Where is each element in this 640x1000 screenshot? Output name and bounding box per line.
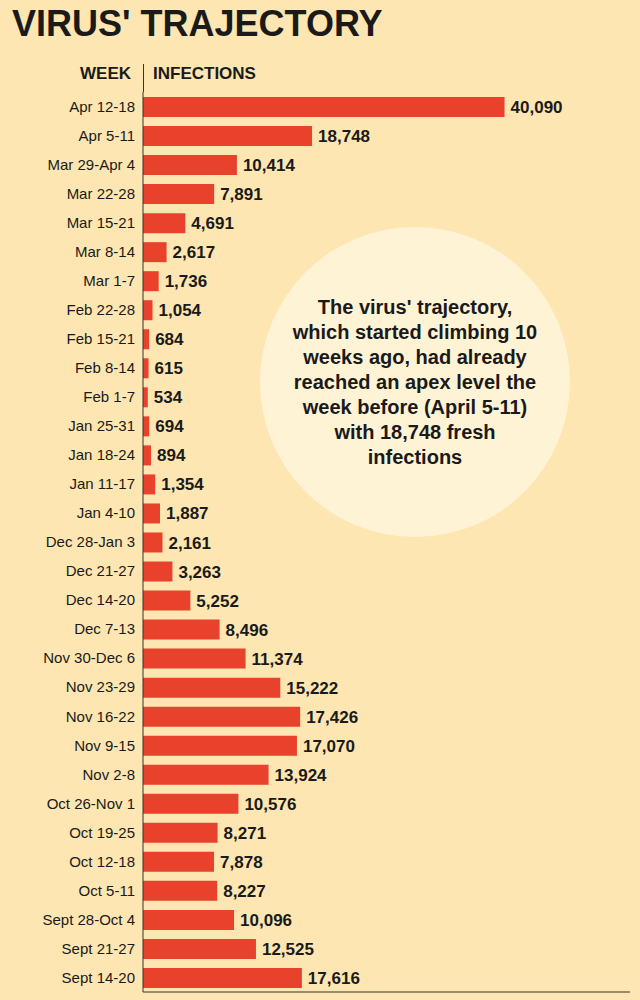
svg-text:694: 694: [155, 417, 184, 436]
svg-text:5,252: 5,252: [196, 592, 239, 611]
svg-text:17,070: 17,070: [303, 737, 355, 756]
svg-text:Feb 8-14: Feb 8-14: [75, 359, 135, 376]
svg-text:1,887: 1,887: [166, 504, 209, 523]
svg-text:17,426: 17,426: [306, 708, 358, 727]
svg-text:2,161: 2,161: [168, 534, 211, 553]
svg-text:Dec 7-13: Dec 7-13: [74, 620, 135, 637]
svg-text:10,414: 10,414: [243, 156, 296, 175]
svg-text:Apr 12-18: Apr 12-18: [69, 98, 135, 115]
svg-text:Nov 30-Dec 6: Nov 30-Dec 6: [43, 649, 135, 666]
svg-text:17,616: 17,616: [308, 969, 360, 988]
svg-text:Oct 5-11: Oct 5-11: [79, 882, 135, 899]
svg-text:40,090: 40,090: [511, 98, 563, 117]
svg-text:10,096: 10,096: [240, 911, 292, 930]
svg-text:7,878: 7,878: [220, 853, 263, 872]
svg-text:Sept 28-Oct 4: Sept 28-Oct 4: [42, 911, 135, 928]
svg-text:Nov 16-22: Nov 16-22: [66, 708, 135, 725]
svg-text:11,374: 11,374: [252, 650, 304, 669]
svg-text:Dec 21-27: Dec 21-27: [66, 562, 135, 579]
svg-text:12,525: 12,525: [262, 940, 314, 959]
svg-text:Nov 2-8: Nov 2-8: [82, 766, 135, 783]
svg-text:Oct 12-18: Oct 12-18: [69, 853, 135, 870]
svg-text:13,924: 13,924: [275, 766, 328, 785]
svg-text:Nov 9-15: Nov 9-15: [74, 737, 135, 754]
svg-text:Feb 1-7: Feb 1-7: [83, 388, 135, 405]
svg-text:4,691: 4,691: [191, 214, 234, 233]
svg-text:Mar 8-14: Mar 8-14: [75, 243, 135, 260]
svg-text:Oct 26-Nov 1: Oct 26-Nov 1: [47, 795, 135, 812]
svg-text:Dec 14-20: Dec 14-20: [66, 591, 135, 608]
svg-text:Feb 15-21: Feb 15-21: [67, 330, 135, 347]
svg-text:Jan 18-24: Jan 18-24: [68, 446, 135, 463]
svg-text:Mar 15-21: Mar 15-21: [67, 214, 135, 231]
html-text:The virus' trajectory, which s: The virus' trajectory, which started cli…: [292, 295, 538, 468]
svg-text:534: 534: [154, 388, 183, 407]
svg-text:Mar 22-28: Mar 22-28: [67, 185, 135, 202]
svg-text:1,736: 1,736: [165, 272, 208, 291]
svg-text:894: 894: [157, 446, 186, 465]
svg-text:684: 684: [155, 330, 184, 349]
svg-text:Sept 21-27: Sept 21-27: [62, 940, 135, 957]
svg-text:2,617: 2,617: [173, 243, 216, 262]
html-text:WEEK: WEEK: [80, 64, 131, 83]
svg-text:Feb 22-28: Feb 22-28: [67, 301, 135, 318]
svg-text:18,748: 18,748: [318, 127, 370, 146]
html-text:VIRUS' TRAJECTORY: VIRUS' TRAJECTORY: [12, 3, 383, 44]
svg-text:615: 615: [155, 359, 183, 378]
svg-text:8,496: 8,496: [226, 621, 269, 640]
svg-text:Mar 1-7: Mar 1-7: [83, 272, 135, 289]
svg-text:Jan 4-10: Jan 4-10: [77, 504, 135, 521]
html-text:INFECTIONS: INFECTIONS: [153, 64, 256, 83]
svg-text:Dec 28-Jan 3: Dec 28-Jan 3: [46, 533, 135, 550]
svg-text:Oct 19-25: Oct 19-25: [69, 824, 135, 841]
svg-text:Jan 25-31: Jan 25-31: [68, 417, 135, 434]
svg-text:8,227: 8,227: [223, 882, 266, 901]
svg-text:8,271: 8,271: [224, 824, 267, 843]
svg-text:Nov 23-29: Nov 23-29: [66, 678, 135, 695]
svg-text:Mar 29-Apr 4: Mar 29-Apr 4: [47, 156, 135, 173]
svg-text:Jan 11-17: Jan 11-17: [69, 475, 135, 492]
svg-text:7,891: 7,891: [220, 185, 263, 204]
svg-text:Sept 14-20: Sept 14-20: [62, 969, 135, 986]
svg-text:15,222: 15,222: [286, 679, 338, 698]
svg-text:10,576: 10,576: [244, 795, 296, 814]
svg-text:3,263: 3,263: [178, 563, 221, 582]
svg-text:Apr 5-11: Apr 5-11: [79, 127, 135, 144]
svg-text:1,354: 1,354: [161, 475, 204, 494]
svg-text:1,054: 1,054: [159, 301, 202, 320]
